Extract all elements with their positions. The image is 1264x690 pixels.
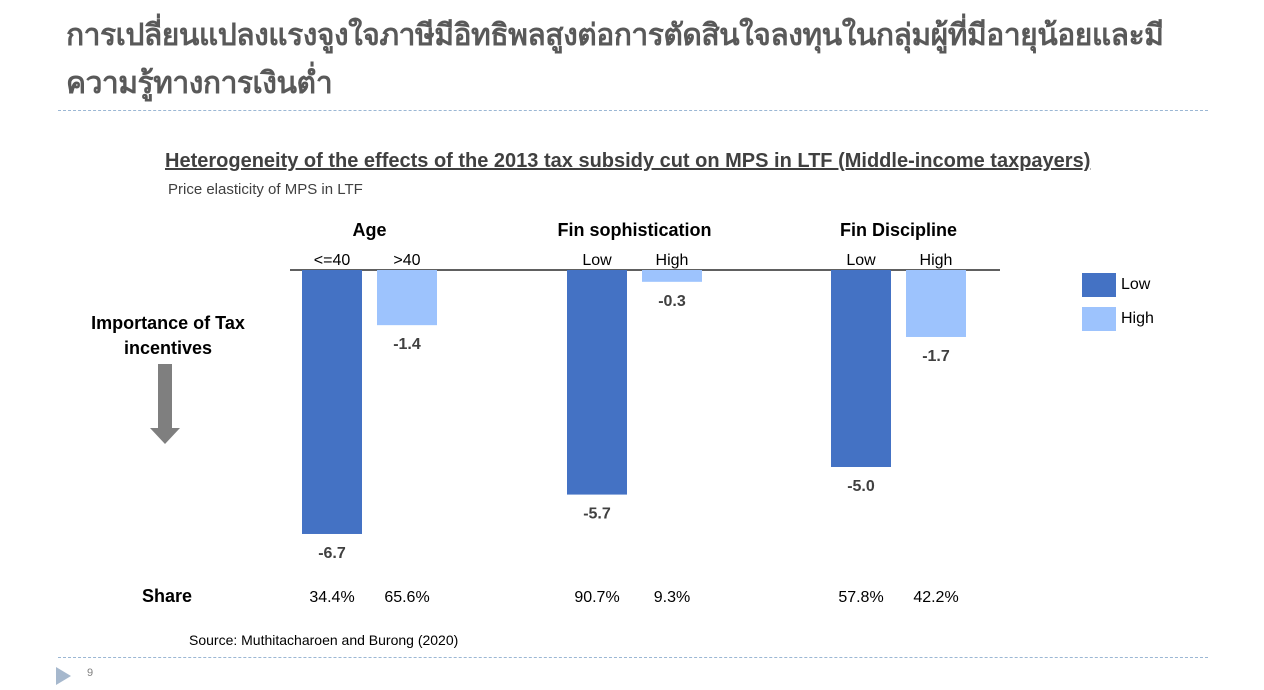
category-label: >40 [393, 252, 420, 269]
legend-swatch-low [1082, 273, 1116, 297]
legend-swatch-high [1082, 307, 1116, 331]
source-note: Source: Muthitacharoen and Burong (2020) [189, 632, 459, 648]
data-label: -1.4 [393, 336, 421, 353]
data-label: -6.7 [318, 545, 346, 562]
bar-high [906, 270, 966, 337]
share-row-label: Share [142, 586, 193, 606]
bar-low [831, 270, 891, 467]
legend-item-high: High [1082, 306, 1154, 332]
category-label: High [656, 252, 689, 269]
share-value: 57.8% [838, 589, 883, 606]
share-value: 9.3% [654, 589, 690, 606]
slide-title: การเปลี่ยนแปลงแรงจูงใจภาษีมีอิทธิพลสูงต่… [66, 18, 1164, 101]
chart-title: Heterogeneity of the effects of the 2013… [165, 150, 1091, 172]
category-label: Low [846, 252, 876, 269]
data-label: -1.7 [922, 348, 950, 365]
legend-label-high: High [1121, 310, 1154, 327]
page-number: 9 [87, 667, 94, 679]
category-label: High [920, 252, 953, 269]
data-label: -0.3 [658, 293, 686, 310]
legend-label-low: Low [1121, 276, 1151, 293]
share-value: 65.6% [384, 589, 429, 606]
legend-item-low: Low [1082, 272, 1154, 298]
chart-legend: Low High [1082, 272, 1154, 340]
bar-high [377, 270, 437, 326]
category-label: Low [582, 252, 612, 269]
arrow-down-icon [150, 364, 180, 446]
data-label: -5.0 [847, 478, 875, 495]
title-divider [58, 110, 1208, 111]
group-title: Age [352, 220, 386, 240]
category-label: <=40 [314, 252, 351, 269]
bar-low [567, 270, 627, 495]
group-title: Fin Discipline [840, 220, 957, 240]
bar-high [642, 270, 702, 282]
group-title: Fin sophistication [557, 220, 711, 240]
share-value: 34.4% [309, 589, 354, 606]
chart-subtitle: Price elasticity of MPS in LTF [168, 181, 363, 198]
share-value: 90.7% [574, 589, 619, 606]
triangle-marker-icon [56, 667, 71, 685]
share-value: 42.2% [913, 589, 958, 606]
bar-low [302, 270, 362, 534]
data-label: -5.7 [583, 506, 611, 523]
footer-divider [58, 657, 1208, 658]
tax-incentive-importance-label: Importance of Tax incentives [91, 313, 245, 358]
